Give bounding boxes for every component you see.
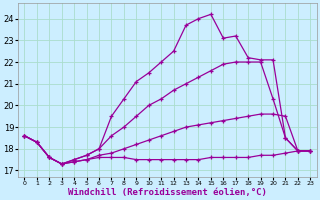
X-axis label: Windchill (Refroidissement éolien,°C): Windchill (Refroidissement éolien,°C) bbox=[68, 188, 267, 197]
